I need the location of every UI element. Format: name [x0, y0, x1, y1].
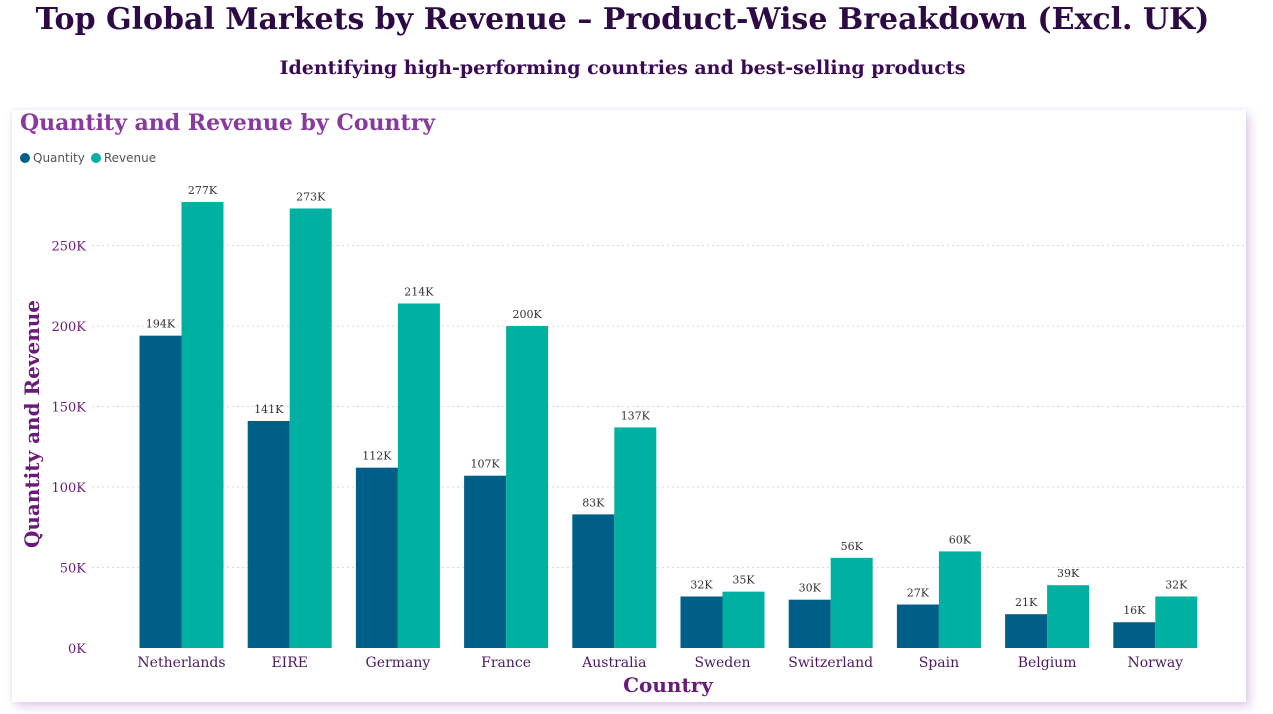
bar-quantity-australia[interactable] — [572, 514, 615, 648]
bar-revenue-australia[interactable] — [614, 427, 657, 648]
data-label-quantity: 30K — [799, 582, 822, 595]
y-tick-label: 0K — [68, 642, 86, 657]
y-tick-label: 50K — [60, 562, 87, 577]
x-tick-label: Netherlands — [137, 655, 225, 671]
x-axis-title: Country — [623, 673, 714, 697]
page-title: Top Global Markets by Revenue – Product-… — [35, 2, 1210, 37]
bar-quantity-netherlands[interactable] — [139, 335, 182, 648]
data-label-revenue: 35K — [732, 574, 755, 587]
bar-revenue-france[interactable] — [506, 326, 549, 648]
data-label-revenue: 277K — [188, 184, 218, 197]
bar-quantity-norway[interactable] — [1113, 622, 1156, 648]
data-label-revenue: 32K — [1165, 578, 1188, 591]
bar-quantity-sweden[interactable] — [680, 596, 723, 648]
y-axis-ticks: 0K 50K 100K 150K 200K 250K — [51, 240, 86, 658]
legend-item-revenue[interactable]: Revenue — [90, 151, 157, 165]
chart-legend[interactable]: Quantity Revenue — [20, 151, 162, 165]
bar-revenue-spain[interactable] — [938, 551, 981, 648]
legend-label-quantity: Quantity — [33, 151, 85, 165]
data-label-revenue: 214K — [404, 285, 434, 298]
y-tick-label: 200K — [51, 320, 86, 335]
data-label-quantity: 141K — [254, 403, 284, 416]
x-tick-label: Spain — [919, 655, 959, 671]
data-label-quantity: 194K — [146, 318, 176, 331]
legend-dot-quantity — [20, 153, 30, 163]
data-label-revenue: 39K — [1057, 567, 1080, 580]
bar-quantity-germany[interactable] — [355, 467, 398, 648]
data-label-revenue: 273K — [296, 190, 326, 203]
bar-quantity-belgium[interactable] — [1005, 614, 1048, 648]
data-label-revenue: 137K — [621, 409, 651, 422]
bar-chart: 0K 50K 100K 150K 200K 250K 194K 277K 141K 273K 11… — [20, 184, 1244, 697]
chart-card[interactable]: Quantity and Revenue by Country Quantity… — [12, 110, 1246, 702]
bar-quantity-spain[interactable] — [896, 604, 939, 648]
legend-label-revenue: Revenue — [103, 151, 157, 165]
x-tick-label: Norway — [1127, 655, 1183, 671]
bar-revenue-sweden[interactable] — [722, 591, 765, 648]
data-label-revenue: 200K — [512, 308, 542, 321]
data-label-quantity: 27K — [907, 587, 930, 600]
bar-revenue-netherlands[interactable] — [181, 202, 224, 648]
y-tick-label: 100K — [51, 481, 86, 496]
data-label-quantity: 112K — [362, 450, 392, 463]
bar-revenue-switzerland[interactable] — [830, 557, 873, 648]
bar-revenue-eire[interactable] — [289, 208, 332, 648]
bar-revenue-norway[interactable] — [1155, 596, 1198, 648]
x-tick-label: EIRE — [271, 655, 308, 671]
x-tick-label: Germany — [366, 655, 431, 671]
bar-quantity-france[interactable] — [464, 475, 507, 648]
x-tick-label: Switzerland — [788, 655, 873, 671]
data-label-quantity: 107K — [470, 458, 500, 471]
y-axis-title: Quantity and Revenue — [20, 300, 44, 548]
chart-data-labels: 194K 277K 141K 273K 112K 214K 107K 200K 83K 137K 3… — [146, 184, 1188, 617]
chart-gridlines — [92, 245, 1244, 568]
bar-quantity-switzerland[interactable] — [788, 599, 831, 648]
legend-item-quantity[interactable]: Quantity — [20, 151, 85, 165]
y-tick-label: 150K — [51, 401, 86, 416]
data-label-quantity: 16K — [1123, 604, 1146, 617]
x-tick-label: Australia — [581, 655, 646, 671]
legend-dot-revenue — [90, 153, 101, 163]
data-label-revenue: 56K — [841, 540, 864, 553]
bar-revenue-belgium[interactable] — [1047, 585, 1090, 648]
x-tick-label: Sweden — [694, 655, 750, 671]
chart-bars — [139, 202, 1198, 648]
data-label-quantity: 32K — [690, 578, 713, 591]
data-label-quantity: 83K — [582, 496, 605, 509]
data-label-quantity: 21K — [1015, 596, 1038, 609]
data-label-revenue: 60K — [949, 533, 972, 546]
x-tick-label: France — [481, 655, 531, 671]
page-subtitle: Identifying high-performing countries an… — [279, 57, 966, 79]
bar-quantity-eire[interactable] — [247, 420, 290, 648]
bar-revenue-germany[interactable] — [397, 303, 440, 648]
y-tick-label: 250K — [51, 240, 86, 255]
x-tick-label: Belgium — [1018, 655, 1077, 671]
x-axis-ticks: Netherlands EIRE Germany France Australia Swe… — [137, 655, 1183, 671]
chart-title: Quantity and Revenue by Country — [20, 110, 436, 136]
